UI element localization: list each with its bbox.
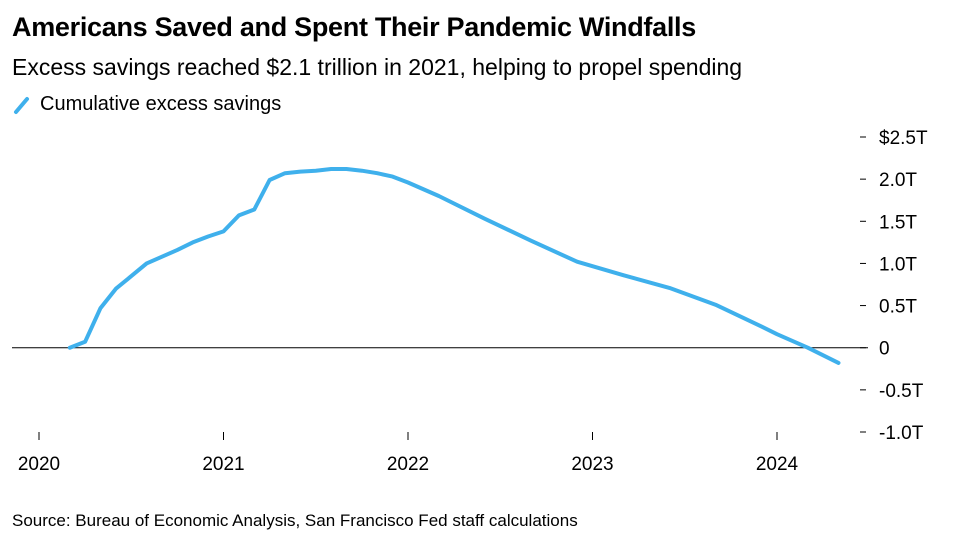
y-tick-label: 1.5T xyxy=(879,212,917,233)
chart-subtitle: Excess savings reached $2.1 trillion in … xyxy=(12,54,743,80)
x-tick-label: 2023 xyxy=(571,454,613,475)
x-tick-label: 2024 xyxy=(756,454,799,475)
series-line-cumulative-excess-savings xyxy=(67,167,841,365)
x-tick-label: 2022 xyxy=(387,454,429,475)
y-tick-label: 1.0T xyxy=(879,254,917,275)
legend-label-cumulative-excess-savings: Cumulative excess savings xyxy=(40,93,282,115)
chart-legend: Cumulative excess savings xyxy=(12,93,281,116)
chart-title: Americans Saved and Spent Their Pandemic… xyxy=(12,12,696,42)
y-tick-label: 0 xyxy=(879,339,890,360)
y-tick-label: 0.5T xyxy=(879,297,917,318)
y-tick-label: -1.0T xyxy=(879,423,924,444)
y-tick-label: $2.5T xyxy=(879,128,928,149)
source-note: Source: Bureau of Economic Analysis, San… xyxy=(12,511,578,530)
x-tick-label: 2021 xyxy=(202,454,244,475)
y-tick-label: -0.5T xyxy=(879,381,924,402)
legend-swatch-cumulative-excess-savings xyxy=(14,96,29,114)
x-tick-label: 2020 xyxy=(18,454,60,475)
y-tick-label: 2.0T xyxy=(879,170,917,191)
